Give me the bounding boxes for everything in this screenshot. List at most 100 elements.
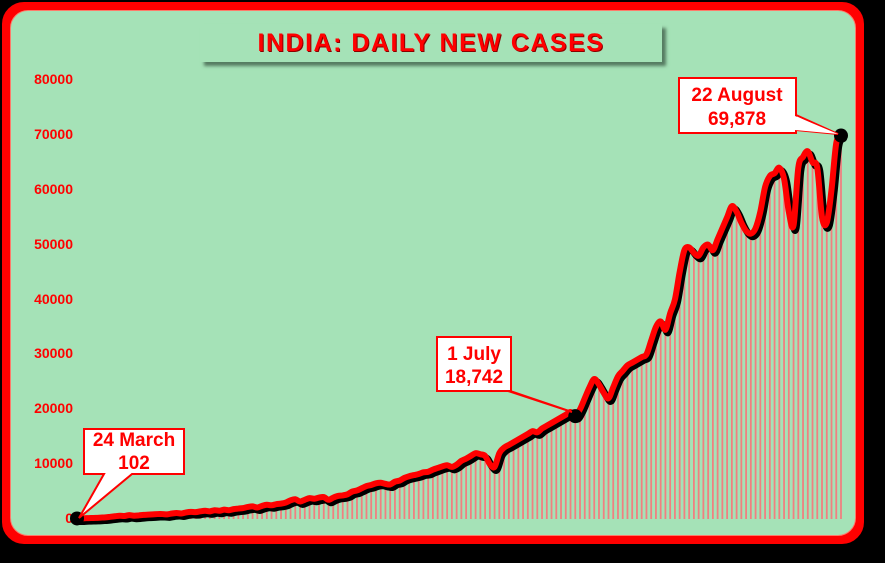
bar [346, 494, 349, 519]
bar [541, 428, 543, 519]
bar [640, 357, 643, 519]
bar [517, 439, 520, 519]
bar [569, 411, 572, 519]
y-tick-label: 70000 [34, 125, 73, 142]
bar [465, 458, 468, 519]
bar [545, 425, 548, 519]
bar [583, 398, 586, 519]
bar [441, 466, 444, 519]
bar [469, 455, 472, 519]
bar [356, 490, 358, 519]
bar [740, 222, 743, 520]
bar [408, 476, 411, 519]
line-series [74, 132, 844, 522]
chart-title: INDIA: DAILY NEW CASES [257, 28, 605, 57]
bar [650, 340, 653, 519]
callout-value: 18,742 [445, 367, 503, 388]
bar [692, 252, 695, 519]
y-tick-label: 0 [65, 510, 73, 526]
callout-date: 1 July [447, 344, 501, 365]
bar [730, 206, 733, 519]
y-tick-label: 20000 [34, 400, 73, 417]
bar [436, 467, 439, 519]
bar [327, 499, 330, 519]
bar [531, 431, 534, 519]
bar [655, 326, 657, 519]
bar [308, 498, 311, 519]
bar [840, 135, 842, 519]
bar [707, 244, 710, 519]
bar [422, 472, 425, 519]
bar [299, 501, 301, 519]
bar [394, 481, 396, 519]
marker-dot [834, 128, 848, 143]
bar [612, 387, 615, 519]
bar [284, 502, 287, 519]
bar [564, 414, 567, 519]
bar [626, 365, 629, 519]
bar [455, 464, 458, 519]
y-tick-label: 30000 [34, 345, 73, 362]
bar [512, 442, 515, 519]
bar [280, 503, 282, 519]
bar [716, 239, 719, 519]
y-tick-label: 10000 [34, 455, 73, 472]
callout-date: 22 August [691, 85, 783, 106]
bar [360, 488, 363, 519]
bar [659, 321, 662, 519]
bar [745, 230, 747, 519]
bar [636, 359, 638, 519]
bar [322, 497, 325, 519]
bar [721, 228, 724, 519]
bar [830, 189, 833, 519]
bar [341, 495, 344, 519]
bar [493, 466, 496, 519]
bar [802, 156, 804, 519]
bar [351, 491, 354, 519]
bar [460, 460, 463, 519]
bar [427, 471, 430, 519]
bar [550, 422, 553, 519]
y-tick-label: 60000 [34, 180, 73, 197]
bar [711, 250, 714, 520]
y-tick-label: 40000 [34, 290, 73, 307]
bar [289, 500, 292, 519]
bar [825, 222, 828, 520]
bar [403, 477, 406, 519]
bar-series [76, 135, 842, 520]
chart-title-box: INDIA: DAILY NEW CASES [200, 24, 662, 62]
bar [621, 370, 624, 519]
bar [593, 379, 596, 519]
bar [275, 504, 278, 519]
bar [375, 483, 377, 519]
bar [398, 480, 401, 519]
bar [602, 392, 605, 519]
bar [806, 151, 809, 519]
bar [821, 217, 823, 519]
callout-value: 69,878 [708, 109, 766, 130]
bar [702, 247, 705, 519]
bar [337, 495, 339, 519]
bar [560, 417, 562, 519]
bar [318, 497, 320, 519]
bar [669, 313, 672, 519]
bar [379, 482, 382, 519]
bar [370, 484, 373, 519]
bar [498, 453, 501, 519]
bar [754, 228, 757, 519]
bar [778, 167, 781, 520]
y-tick-label: 50000 [34, 235, 73, 252]
callout-22-august: 22 August 69,878 [678, 77, 839, 135]
bar [726, 217, 729, 519]
bar [697, 255, 700, 519]
bar [522, 436, 524, 519]
bar [507, 444, 510, 519]
bar [617, 376, 619, 519]
bar [389, 484, 392, 519]
bar [488, 464, 491, 519]
bar [783, 178, 785, 519]
bar [811, 162, 814, 519]
bar [265, 504, 268, 519]
bar [474, 453, 477, 519]
